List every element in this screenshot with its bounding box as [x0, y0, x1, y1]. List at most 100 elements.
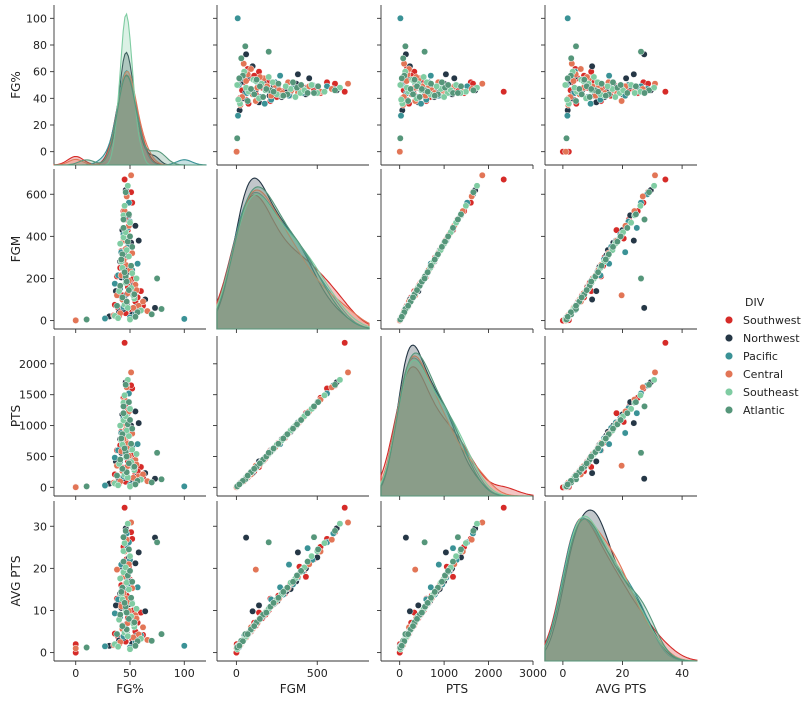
point-northwest-14 [414, 601, 422, 609]
point-central-14 [113, 566, 121, 574]
point-southeast-17 [590, 73, 598, 81]
panel-avg-pts-vs-fgpct: 0 10 20 30 AVG PTS 0 50 100 FG% [9, 501, 206, 696]
point-atlantic-3 [293, 420, 301, 428]
point-atlantic-21 [587, 278, 595, 286]
point-atlantic-1 [314, 398, 322, 406]
panel-avg-pts-vs-pts: 0 1000 2000 3000 PTS [377, 501, 547, 696]
point-pacific-20 [633, 224, 641, 232]
point-atlantic-15 [121, 599, 129, 607]
point-atlantic-24 [421, 275, 429, 282]
point-southeast-20 [114, 481, 122, 489]
point-southeast-1 [321, 391, 328, 399]
point-southeast-2 [126, 405, 134, 413]
point-northwest-14 [255, 601, 263, 609]
point-atlantic-17 [404, 302, 412, 310]
point-southwest-0 [500, 504, 508, 512]
point-atlantic-19 [602, 92, 610, 100]
point-atlantic-15 [121, 444, 129, 452]
point-pacific-10 [234, 14, 242, 22]
point-atlantic-2 [120, 558, 127, 566]
point-atlantic-16 [256, 82, 264, 90]
point-pacific-10 [180, 482, 188, 490]
point-southwest-0 [341, 504, 349, 512]
point-atlantic-5 [274, 594, 282, 602]
panel-pts-vs-fgm [213, 336, 369, 500]
point-atlantic-20 [126, 567, 134, 575]
point-pacific-11 [234, 112, 242, 120]
point-atlantic-24 [153, 538, 161, 546]
point-atlantic-10 [241, 42, 249, 50]
x-tick-label: 500 [307, 667, 328, 680]
point-atlantic-3 [613, 238, 621, 246]
point-southeast-0 [650, 182, 658, 190]
point-southeast-18 [440, 93, 448, 101]
point-atlantic-4 [605, 250, 613, 258]
x-tick-label: 100 [174, 667, 195, 680]
point-atlantic-19 [279, 92, 287, 100]
x-tick-label: 0 [559, 667, 566, 680]
point-pacific-21 [261, 100, 269, 108]
point-atlantic-20 [297, 416, 305, 424]
point-atlantic-0 [122, 527, 130, 535]
point-atlantic-8 [580, 76, 588, 84]
point-atlantic-24 [637, 449, 645, 457]
point-northwest-13 [630, 70, 638, 78]
point-atlantic-22 [398, 313, 406, 321]
panel-fgm-vs-avg-pts [541, 169, 697, 333]
point-northwest-13 [442, 70, 450, 78]
y-tick-label: 400 [26, 230, 47, 243]
point-southeast-18 [291, 93, 299, 101]
x-tick-label: 0 [72, 667, 79, 680]
point-central-14 [411, 566, 419, 574]
y-tick-label: 600 [26, 188, 47, 201]
point-atlantic-22 [131, 642, 139, 650]
point-atlantic-0 [469, 188, 477, 196]
point-atlantic-1 [632, 210, 640, 218]
point-atlantic-22 [131, 313, 139, 321]
point-atlantic-2 [623, 89, 631, 97]
y-tick-label: 1000 [19, 420, 47, 433]
point-central-14 [618, 462, 626, 470]
point-pacific-22 [605, 440, 613, 448]
panel-fgpct-vs-pts [377, 5, 534, 169]
point-central-13 [247, 65, 255, 73]
legend-item-southeast: Southeast [724, 386, 799, 399]
point-atlantic-0 [122, 381, 130, 389]
point-atlantic-22 [131, 480, 139, 488]
point-northwest-12 [242, 50, 250, 58]
x-tick-label: 50 [123, 667, 137, 680]
legend-marker [724, 351, 734, 361]
point-central-12 [396, 148, 404, 156]
point-central-12 [562, 148, 570, 156]
point-atlantic-14 [128, 578, 136, 586]
point-atlantic-1 [314, 82, 322, 90]
y-tick-label: 60 [33, 66, 47, 79]
point-southeast-24 [561, 81, 569, 89]
x-tick-label: 0 [233, 667, 240, 680]
point-pacific-20 [449, 544, 457, 552]
point-atlantic-1 [125, 398, 133, 406]
point-southeast-6 [128, 269, 136, 277]
y-tick-label: 1500 [19, 389, 47, 402]
point-southeast-0 [473, 182, 481, 190]
kde-atlantic [380, 352, 533, 497]
point-atlantic-20 [297, 567, 305, 575]
legend-label: Pacific [743, 350, 778, 363]
point-atlantic-19 [117, 256, 125, 263]
point-atlantic-23 [409, 90, 417, 98]
point-atlantic-19 [117, 435, 125, 442]
x-axis-label: FGM [280, 682, 307, 696]
point-atlantic-12 [563, 134, 570, 142]
point-atlantic-1 [632, 398, 640, 406]
legend-item-southwest: Southwest [724, 314, 801, 327]
point-northwest-12 [640, 475, 648, 483]
point-atlantic-23 [118, 465, 126, 473]
subplot-grid: 020406080100FG%0200400600FGM050010001500… [9, 5, 698, 696]
point-northwest-19 [249, 607, 257, 615]
point-atlantic-13 [454, 216, 462, 223]
point-southeast-6 [269, 78, 277, 86]
point-atlantic-16 [413, 615, 421, 623]
point-atlantic-12 [396, 134, 404, 142]
point-atlantic-13 [310, 533, 318, 541]
legend-label: Southeast [743, 386, 799, 399]
